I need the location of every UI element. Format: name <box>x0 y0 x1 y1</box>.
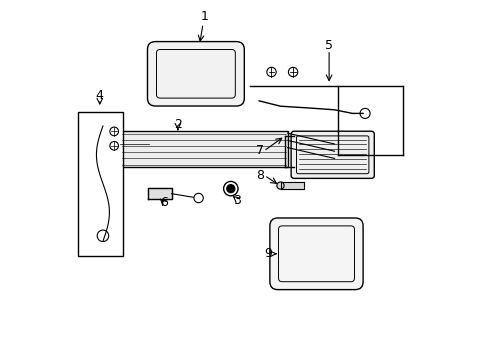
Text: 3: 3 <box>233 194 241 207</box>
FancyBboxPatch shape <box>120 131 287 167</box>
Polygon shape <box>280 182 303 189</box>
Text: 4: 4 <box>96 89 103 102</box>
Text: 6: 6 <box>160 196 168 209</box>
Text: 1: 1 <box>201 10 208 23</box>
Circle shape <box>226 185 234 193</box>
Circle shape <box>276 182 284 189</box>
Polygon shape <box>148 188 171 199</box>
Text: 7: 7 <box>255 144 264 157</box>
Text: 9: 9 <box>264 247 272 260</box>
FancyBboxPatch shape <box>269 218 363 289</box>
FancyBboxPatch shape <box>147 42 244 106</box>
FancyBboxPatch shape <box>78 112 123 256</box>
Text: 2: 2 <box>174 118 182 131</box>
Text: 5: 5 <box>325 39 332 51</box>
FancyBboxPatch shape <box>290 131 373 179</box>
Text: 8: 8 <box>255 169 264 182</box>
